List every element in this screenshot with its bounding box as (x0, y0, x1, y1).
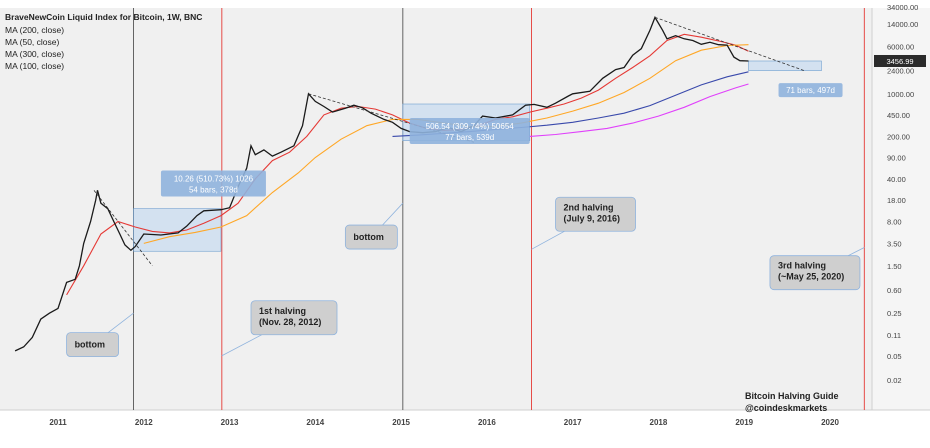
last-price-badge (874, 54, 926, 67)
y-tick-label-11: 8.00 (887, 218, 902, 227)
x-tick-label-2: 2012 (135, 418, 153, 427)
chart-title: BraveNewCoin Liquid Index for Bitcoin, 1… (5, 12, 202, 22)
watermark-title: Bitcoin Halving Guide (745, 391, 839, 401)
measure-label-bg-1 (160, 170, 266, 197)
y-tick-label-6: 450.00 (887, 111, 910, 120)
ma-line-4 (529, 83, 749, 137)
x-tick-label-8: 2018 (650, 418, 668, 427)
y-tick-label-3: 6000.00 (887, 42, 914, 51)
y-tick-label-1: 34000.00 (887, 3, 918, 12)
x-tick-label-7: 2017 (564, 418, 582, 427)
x-axis-ticks: 2011 2012 2013 2014 2015 2016 2017 2018 2019 2020 (49, 418, 839, 427)
callout-box-5 (769, 255, 861, 291)
y-tick-label-9: 40.00 (887, 175, 906, 184)
callout-box-1 (66, 332, 119, 358)
callouts: 10.26 (510.73%) 1026 54 bars, 378d 506.54 … (66, 83, 865, 358)
y-tick-label-18: 0.02 (887, 376, 902, 385)
y-tick-label-10: 18.00 (887, 196, 906, 205)
price-axis-panel (872, 8, 930, 410)
y-tick-label-17: 0.05 (887, 352, 902, 361)
measure-label-range-2: 506.54 (309.74%) 50654 (426, 122, 515, 131)
y-tick-label-16: 0.11 (887, 331, 901, 340)
x-tick-label-1: 2011 (49, 418, 67, 427)
last-price-value: 3456.99 (886, 57, 913, 66)
trend-line-1 (93, 190, 153, 267)
y-tick-label-13: 1.50 (887, 262, 902, 271)
callout-box-3 (344, 224, 398, 250)
y-tick-label-7: 200.00 (887, 132, 910, 141)
x-tick-label-10: 2020 (821, 418, 839, 427)
trend-line-3 (654, 16, 805, 72)
x-tick-label-6: 2016 (478, 418, 496, 427)
measure-label-bg-3 (778, 83, 843, 98)
callout-box-4 (555, 196, 636, 232)
last-price-tag: 3456.99 (874, 54, 926, 67)
x-tick-label-3: 2013 (221, 418, 239, 427)
plot-background (0, 8, 872, 410)
price-line (14, 15, 749, 352)
callout-text-1-1: bottom (75, 340, 106, 350)
callout-text-5-2: (~May 25, 2020) (778, 272, 844, 282)
price-line-group (14, 15, 749, 352)
measure-box-3 (748, 60, 822, 71)
trend-lines (93, 16, 805, 267)
measure-label-range-1: 10.26 (510.73%) 1026 (174, 175, 254, 184)
y-tick-label-2: 14000.00 (887, 20, 918, 29)
y-axis-ticks: 34000.00 14000.00 6000.00 2400.00 1000.00 450… (887, 3, 918, 385)
legend-entry-ma100: MA (100, close) (5, 61, 64, 71)
measure-label-range-3: 71 bars, 497d (786, 86, 835, 95)
callout-text-4-2: (July 9, 2016) (564, 213, 621, 223)
x-tick-label-9: 2019 (735, 418, 753, 427)
measure-label-bars-1: 54 bars, 378d (189, 186, 238, 195)
callout-text-5-1: 3rd halving (778, 261, 826, 271)
callout-text-2-2: (Nov. 28, 2012) (259, 317, 321, 327)
watermark: Bitcoin Halving Guide @coindeskmarkets (745, 391, 839, 413)
watermark-handle: @coindeskmarkets (745, 403, 827, 413)
y-tick-label-14: 0.60 (887, 286, 902, 295)
x-tick-label-4: 2014 (306, 418, 324, 427)
y-tick-label-12: 3.50 (887, 239, 902, 248)
legend: BraveNewCoin Liquid Index for Bitcoin, 1… (5, 12, 202, 71)
legend-entry-ma300: MA (300, close) (5, 49, 64, 59)
x-tick-label-5: 2015 (392, 418, 410, 427)
callout-text-3-1: bottom (353, 232, 384, 242)
measure-label-bars-2: 77 bars, 539d (445, 133, 494, 142)
y-tick-label-15: 0.25 (887, 309, 902, 318)
legend-entry-ma200: MA (200, close) (5, 25, 64, 35)
trend-line-2 (308, 93, 475, 143)
callout-text-2-1: 1st halving (259, 306, 306, 316)
callout-box-2 (250, 300, 338, 336)
legend-entry-ma50: MA (50, close) (5, 37, 59, 47)
measure-label-bg-2 (409, 118, 530, 145)
callout-text-4-1: 2nd halving (564, 202, 614, 212)
y-tick-label-8: 90.00 (887, 153, 906, 162)
y-tick-label-5: 1000.00 (887, 90, 914, 99)
y-tick-label-4: 2400.00 (887, 67, 914, 76)
